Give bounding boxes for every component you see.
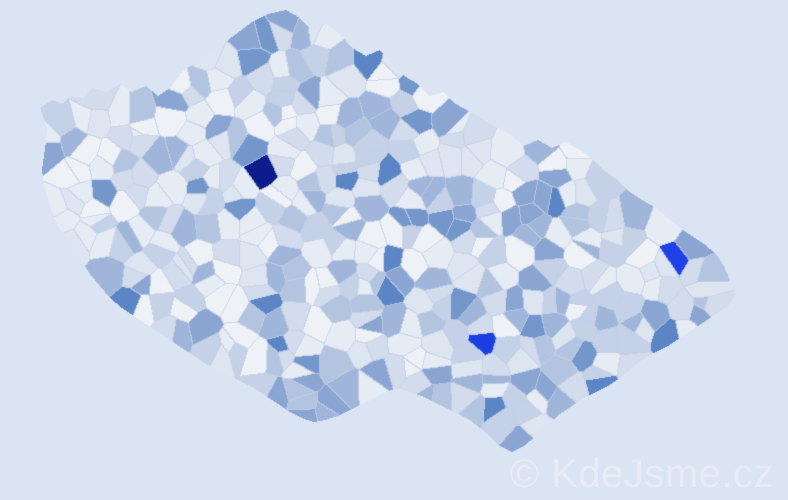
kdejsme-watermark: © KdeJsme.cz (509, 452, 774, 496)
